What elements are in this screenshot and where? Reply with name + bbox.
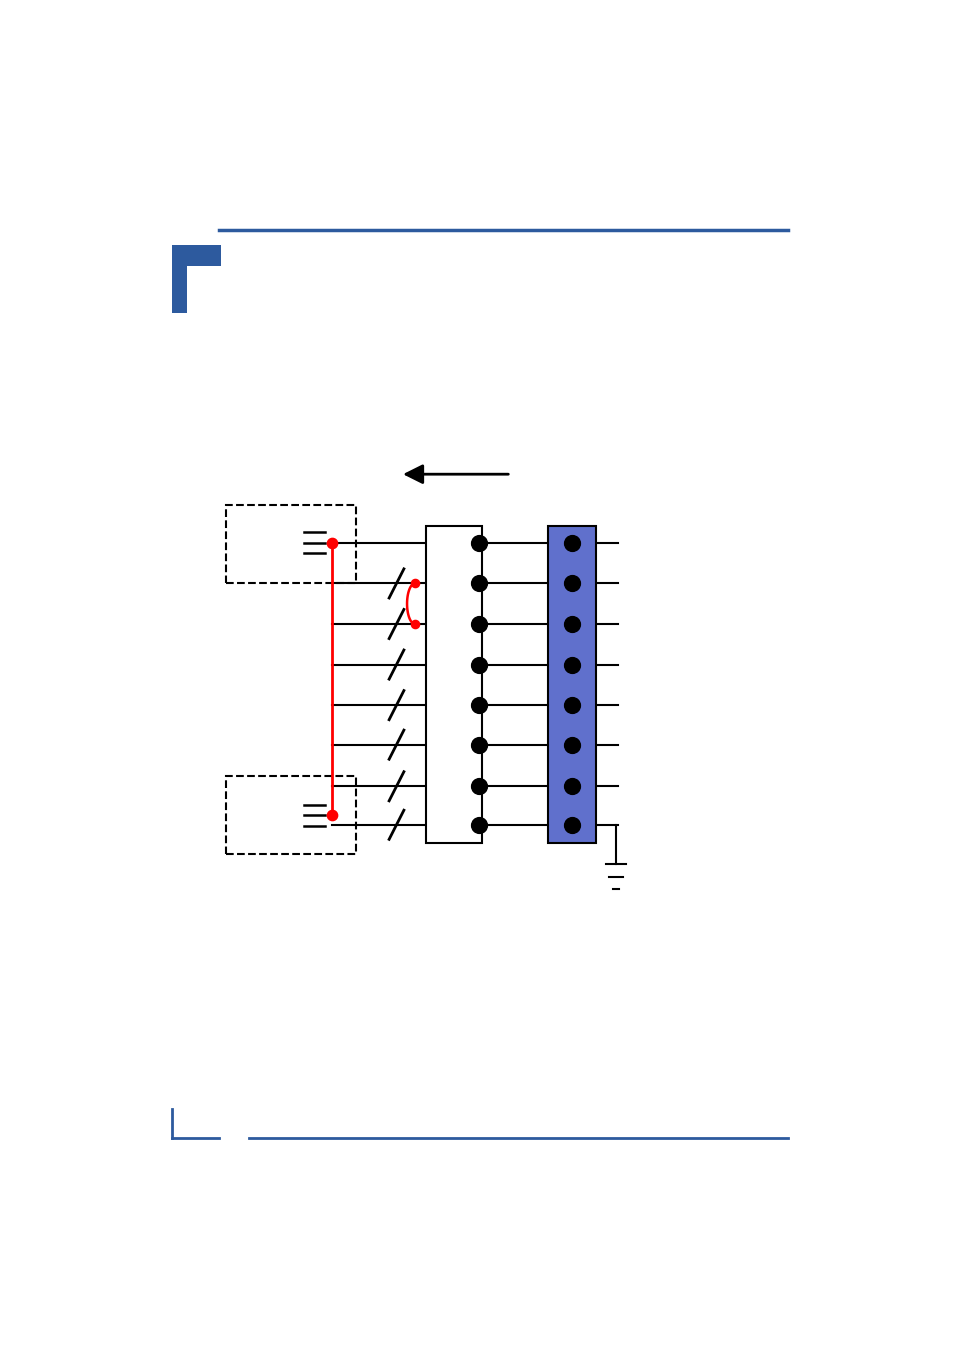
Point: [471, 532, 486, 554]
Point: [471, 654, 486, 676]
Bar: [226, 505, 355, 584]
Bar: [172, 246, 220, 266]
Bar: [547, 527, 596, 843]
Point: [407, 613, 422, 635]
Point: [471, 734, 486, 755]
Point: [564, 532, 579, 554]
Point: [564, 734, 579, 755]
Bar: [172, 246, 187, 313]
Point: [324, 532, 339, 554]
Point: [324, 805, 339, 827]
Point: [564, 813, 579, 835]
Point: [564, 694, 579, 716]
Point: [564, 613, 579, 635]
Point: [471, 775, 486, 797]
Bar: [426, 527, 481, 843]
Point: [471, 813, 486, 835]
Point: [564, 573, 579, 594]
Point: [471, 613, 486, 635]
Point: [407, 573, 422, 594]
Point: [564, 654, 579, 676]
Point: [471, 573, 486, 594]
Point: [471, 694, 486, 716]
Bar: [226, 775, 355, 854]
Point: [564, 775, 579, 797]
